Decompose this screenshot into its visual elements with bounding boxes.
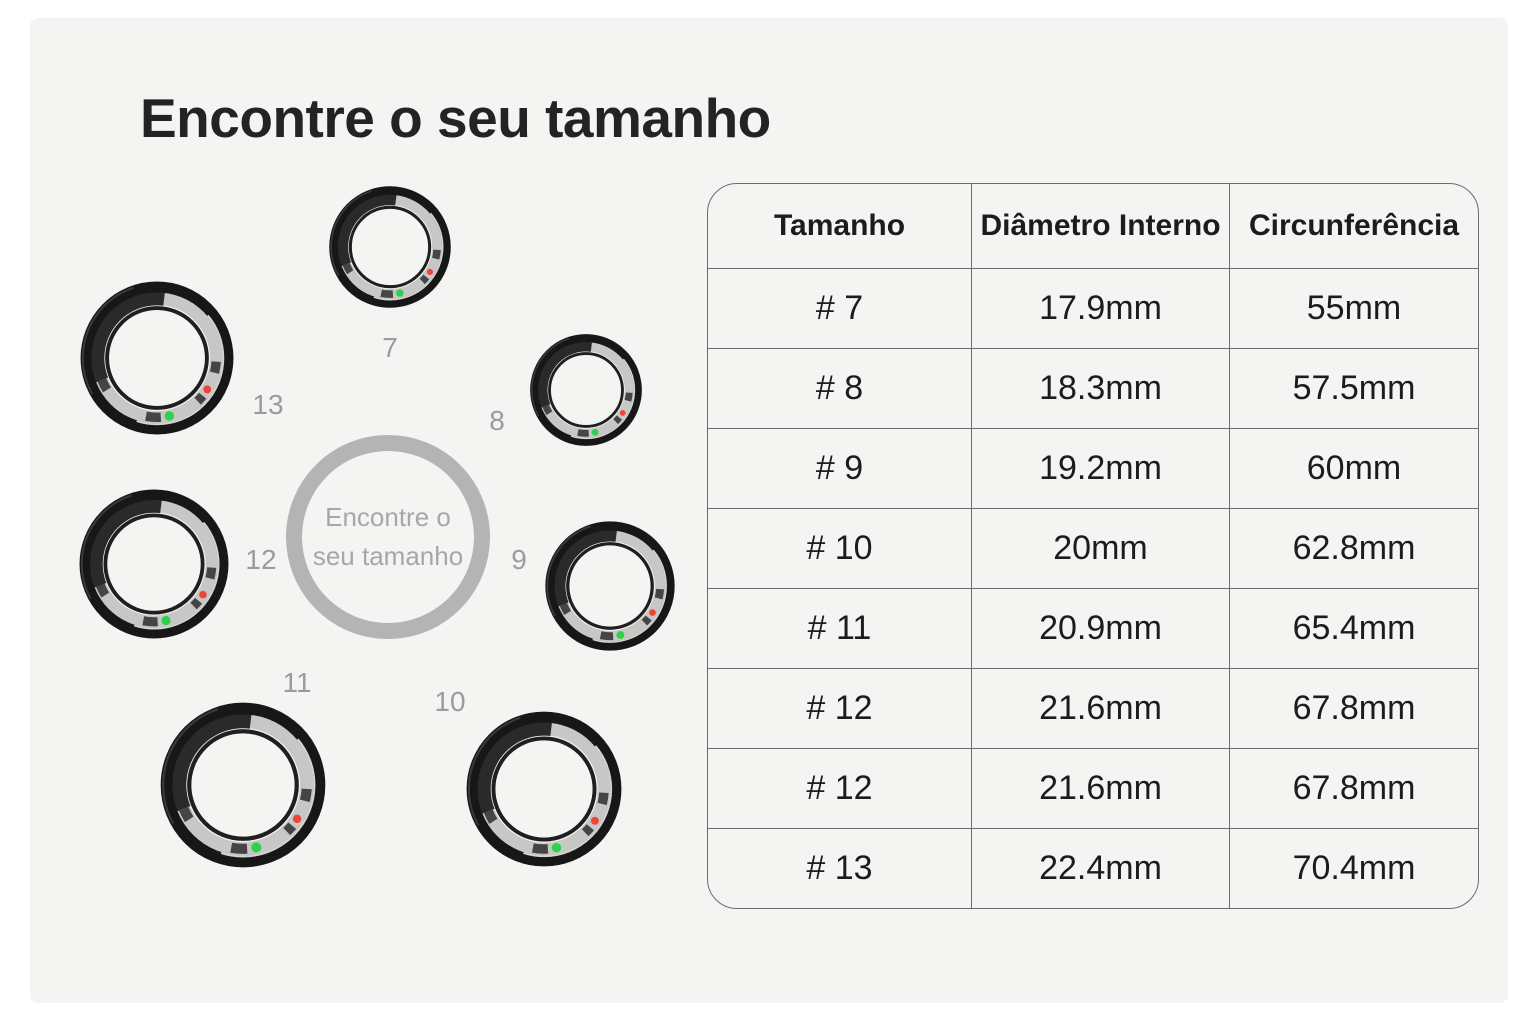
table-row: # 10 20mm 62.8mm	[708, 508, 1478, 588]
smart-ring-icon	[466, 711, 622, 867]
table-cell: # 8	[815, 369, 864, 407]
led-green-icon	[551, 842, 562, 853]
table-cell: 19.2mm	[971, 429, 1229, 508]
ring-size-label: 8	[489, 405, 505, 436]
table-cell: 21.6mm	[971, 749, 1229, 828]
table-cell: # 13	[806, 849, 873, 887]
table-row: # 12 21.6mm 67.8mm	[708, 748, 1478, 828]
led-green-icon	[396, 289, 404, 297]
ring-size-label: 11	[282, 667, 312, 698]
table-cell: 55mm	[1229, 269, 1478, 348]
led-green-icon	[251, 842, 262, 853]
led-red-icon	[199, 590, 207, 599]
ring-size-8	[529, 333, 643, 447]
table-cell: 67.8mm	[1229, 669, 1478, 748]
badge-line-1: Encontre o	[325, 502, 451, 532]
ring-size-label: 13	[252, 389, 284, 420]
column-header: Diâmetro Interno	[971, 184, 1229, 268]
table-header-row: Tamanho Diâmetro Interno Circunferência	[708, 184, 1478, 268]
ring-size-label: 12	[245, 544, 277, 575]
ring-size-10	[465, 710, 623, 868]
table-cell: # 11	[807, 609, 872, 647]
badge-text: Encontre o seu tamanho	[313, 498, 463, 576]
table-cell: # 10	[806, 529, 873, 567]
table-cell: 21.6mm	[971, 669, 1229, 748]
table-row: # 11 20.9mm 65.4mm	[708, 588, 1478, 668]
column-header: Circunferência	[1229, 184, 1478, 268]
ring-size-13	[79, 280, 235, 436]
table-cell: 57.5mm	[1229, 349, 1478, 428]
table-cell: 18.3mm	[971, 349, 1229, 428]
table-cell: 22.4mm	[971, 829, 1229, 908]
table-cell: 17.9mm	[971, 269, 1229, 348]
led-red-icon	[203, 385, 212, 394]
smart-ring-icon	[79, 489, 229, 639]
smart-ring-icon	[329, 186, 451, 308]
led-red-icon	[649, 609, 656, 616]
table-cell: 20.9mm	[971, 589, 1229, 668]
smart-ring-icon	[530, 334, 642, 446]
table-cell: 60mm	[1229, 429, 1478, 508]
table-cell: 65.4mm	[1229, 589, 1478, 668]
table-cell: 70.4mm	[1229, 829, 1478, 908]
led-green-icon	[164, 411, 175, 421]
table-cell: 67.8mm	[1229, 749, 1478, 828]
ring-size-9	[544, 520, 676, 652]
ring-size-12	[78, 488, 230, 640]
table-cell: # 12	[806, 769, 873, 807]
led-green-icon	[616, 631, 625, 639]
ring-size-label: 9	[511, 544, 527, 575]
ring-size-label: 7	[382, 332, 398, 363]
led-red-icon	[590, 816, 599, 825]
led-red-icon	[619, 410, 626, 416]
column-header: Tamanho	[773, 209, 906, 242]
smart-ring-icon	[545, 521, 675, 651]
table-cell: 20mm	[971, 509, 1229, 588]
ring-size-label: 10	[434, 686, 466, 717]
led-red-icon	[292, 814, 302, 824]
table-row: # 7 17.9mm 55mm	[708, 268, 1478, 348]
ring-size-7	[328, 185, 452, 309]
center-size-badge: Encontre o seu tamanho	[285, 434, 491, 640]
badge-circle-icon	[286, 435, 490, 639]
smart-ring-icon	[80, 281, 234, 435]
size-table: Tamanho Diâmetro Interno Circunferência # 7…	[707, 183, 1479, 909]
table-row: # 8 18.3mm 57.5mm	[708, 348, 1478, 428]
smart-ring-icon	[160, 702, 326, 868]
ring-size-11	[159, 701, 327, 869]
led-red-icon	[426, 268, 434, 276]
badge-line-2: seu tamanho	[312, 541, 464, 571]
led-green-icon	[161, 615, 171, 626]
table-cell: 62.8mm	[1229, 509, 1478, 588]
table-row: # 13 22.4mm 70.4mm	[708, 828, 1478, 908]
led-green-icon	[591, 428, 599, 436]
table-cell: # 9	[815, 449, 864, 487]
table-row: # 9 19.2mm 60mm	[708, 428, 1478, 508]
table-cell: # 7	[815, 289, 864, 327]
table-row: # 12 21.6mm 67.8mm	[708, 668, 1478, 748]
table-cell: # 12	[806, 689, 873, 727]
page-title: Encontre o seu tamanho	[140, 87, 771, 149]
